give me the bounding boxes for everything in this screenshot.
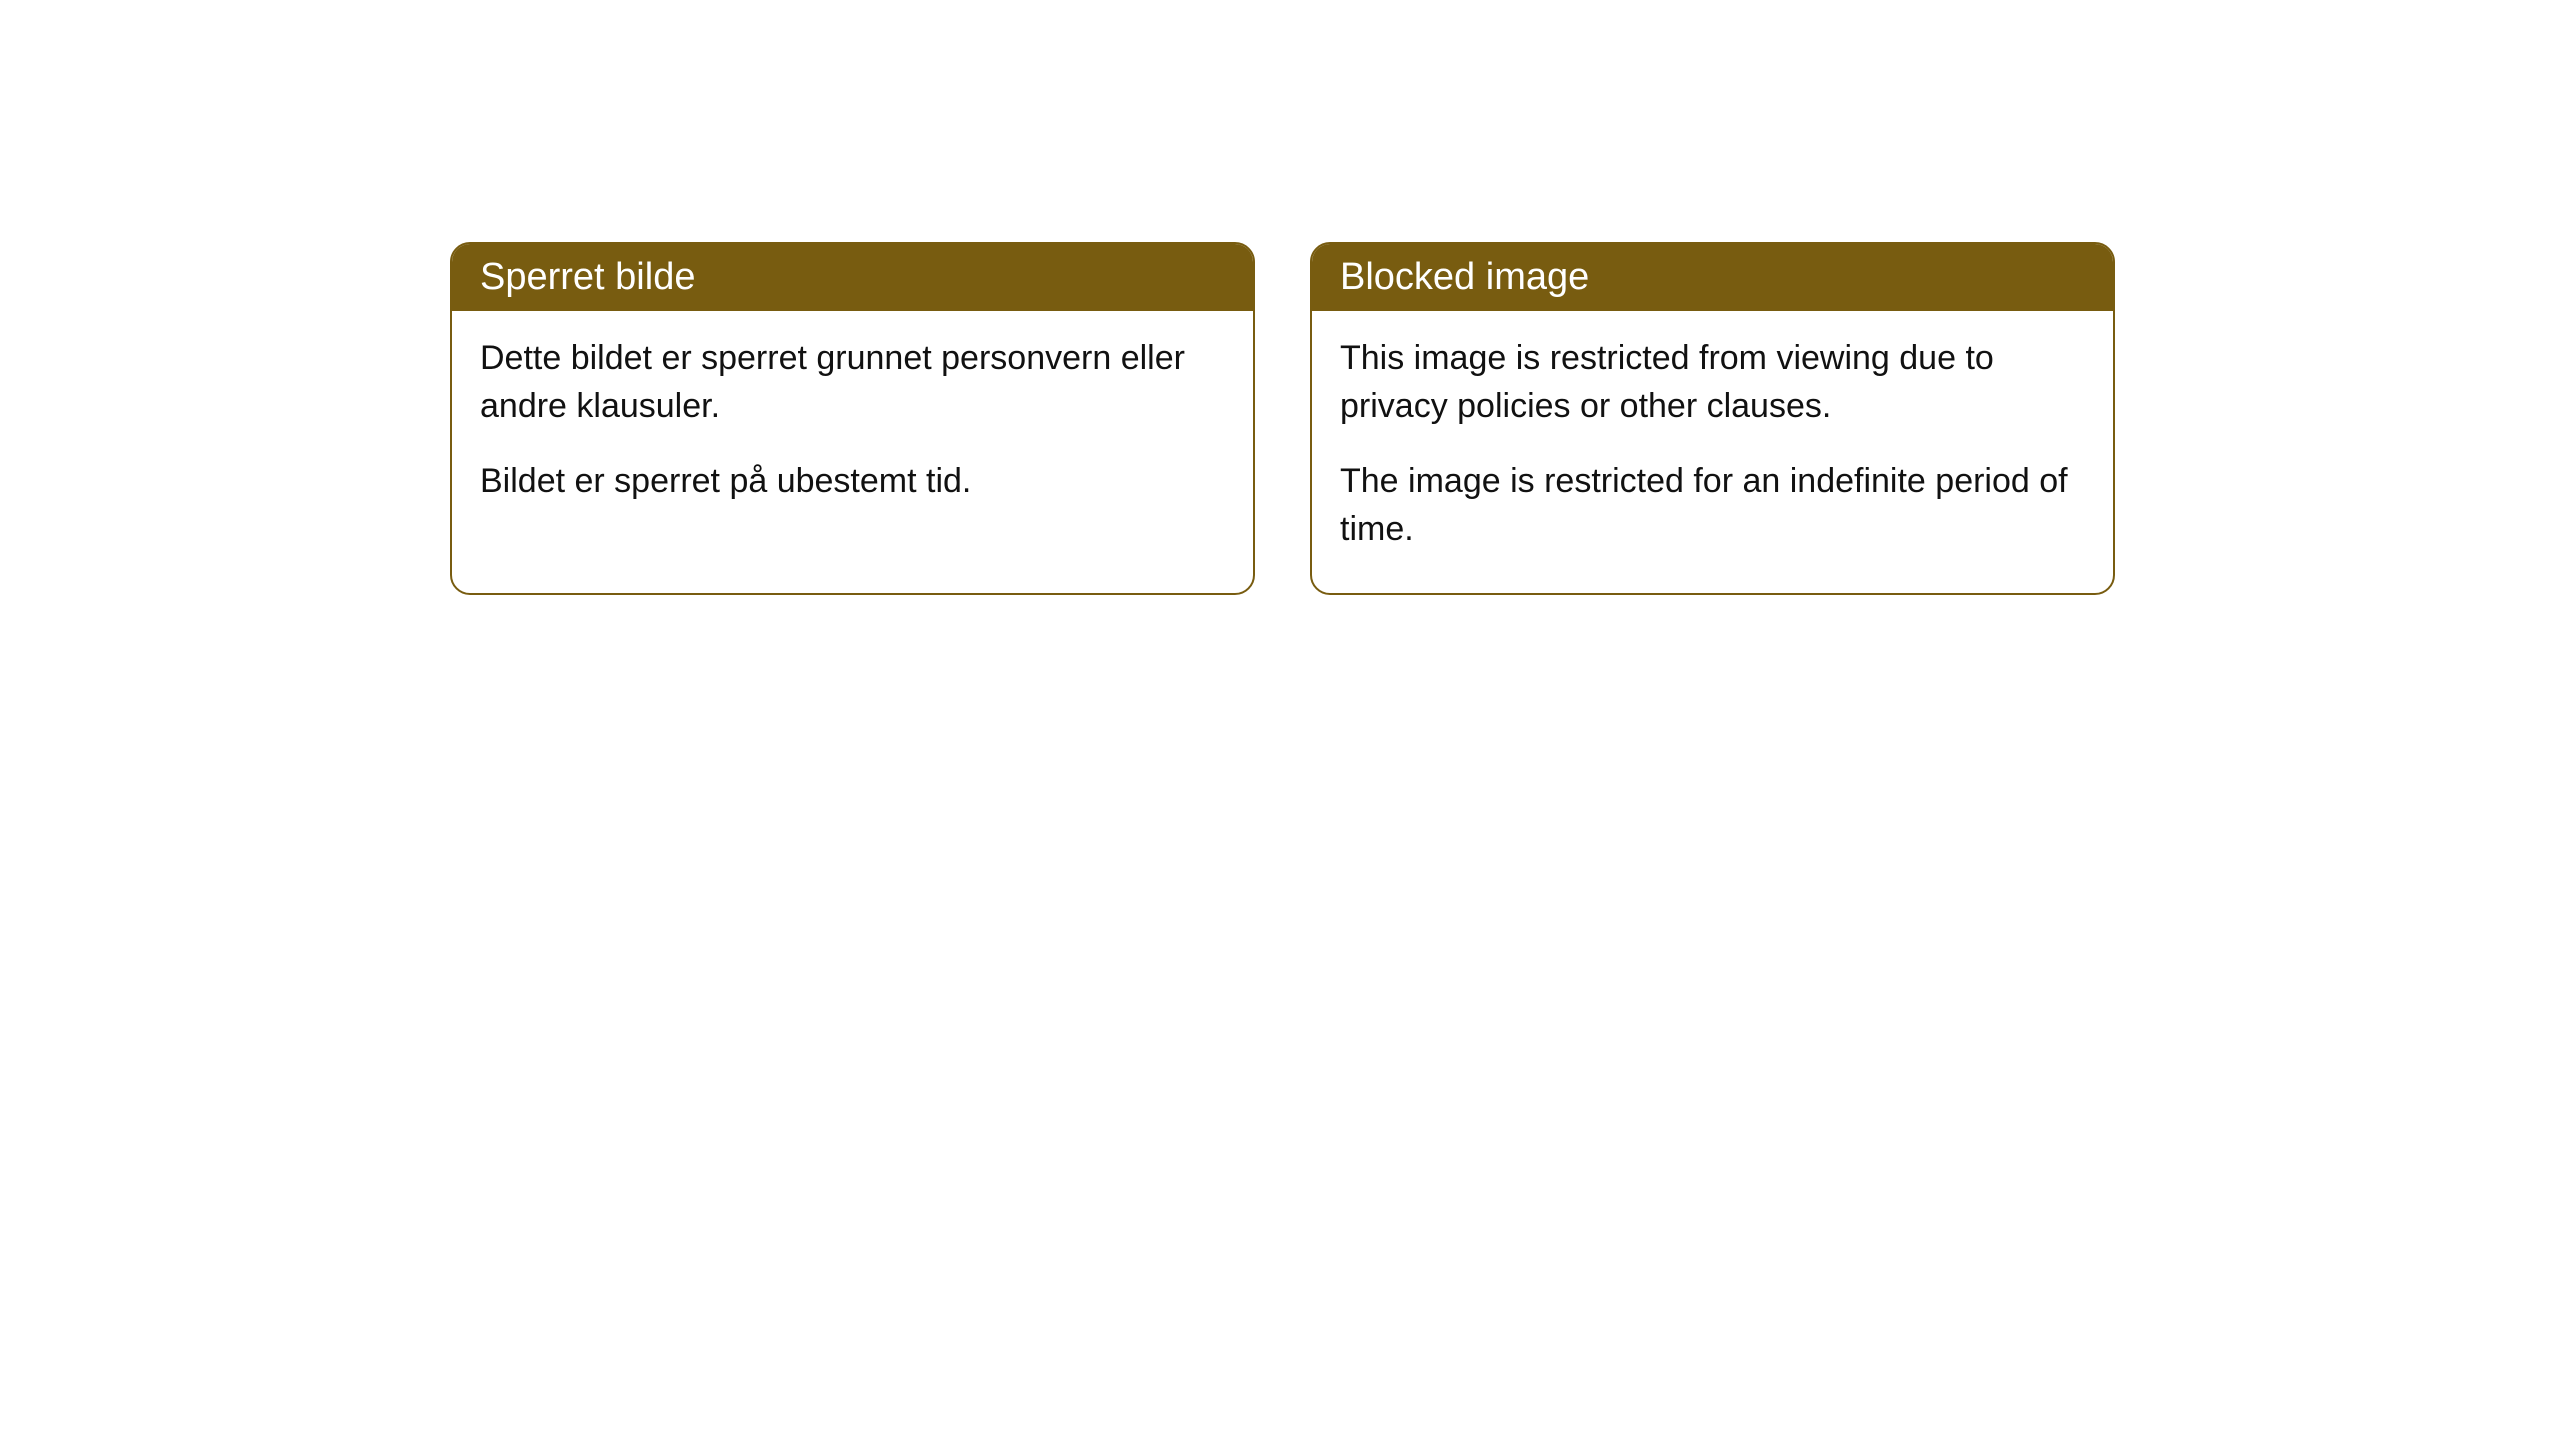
- blocked-image-card-norwegian: Sperret bilde Dette bildet er sperret gr…: [450, 242, 1255, 595]
- card-title-english: Blocked image: [1340, 256, 1589, 298]
- cards-container: Sperret bilde Dette bildet er sperret gr…: [450, 242, 2115, 595]
- card-paragraph-english-2: The image is restricted for an indefinit…: [1340, 458, 2085, 553]
- card-header-norwegian: Sperret bilde: [452, 244, 1253, 311]
- card-body-norwegian: Dette bildet er sperret grunnet personve…: [452, 311, 1253, 546]
- card-title-norwegian: Sperret bilde: [480, 256, 695, 298]
- blocked-image-card-english: Blocked image This image is restricted f…: [1310, 242, 2115, 595]
- card-paragraph-norwegian-1: Dette bildet er sperret grunnet personve…: [480, 335, 1225, 430]
- card-body-english: This image is restricted from viewing du…: [1312, 311, 2113, 593]
- card-header-english: Blocked image: [1312, 244, 2113, 311]
- card-paragraph-norwegian-2: Bildet er sperret på ubestemt tid.: [480, 458, 1225, 506]
- card-paragraph-english-1: This image is restricted from viewing du…: [1340, 335, 2085, 430]
